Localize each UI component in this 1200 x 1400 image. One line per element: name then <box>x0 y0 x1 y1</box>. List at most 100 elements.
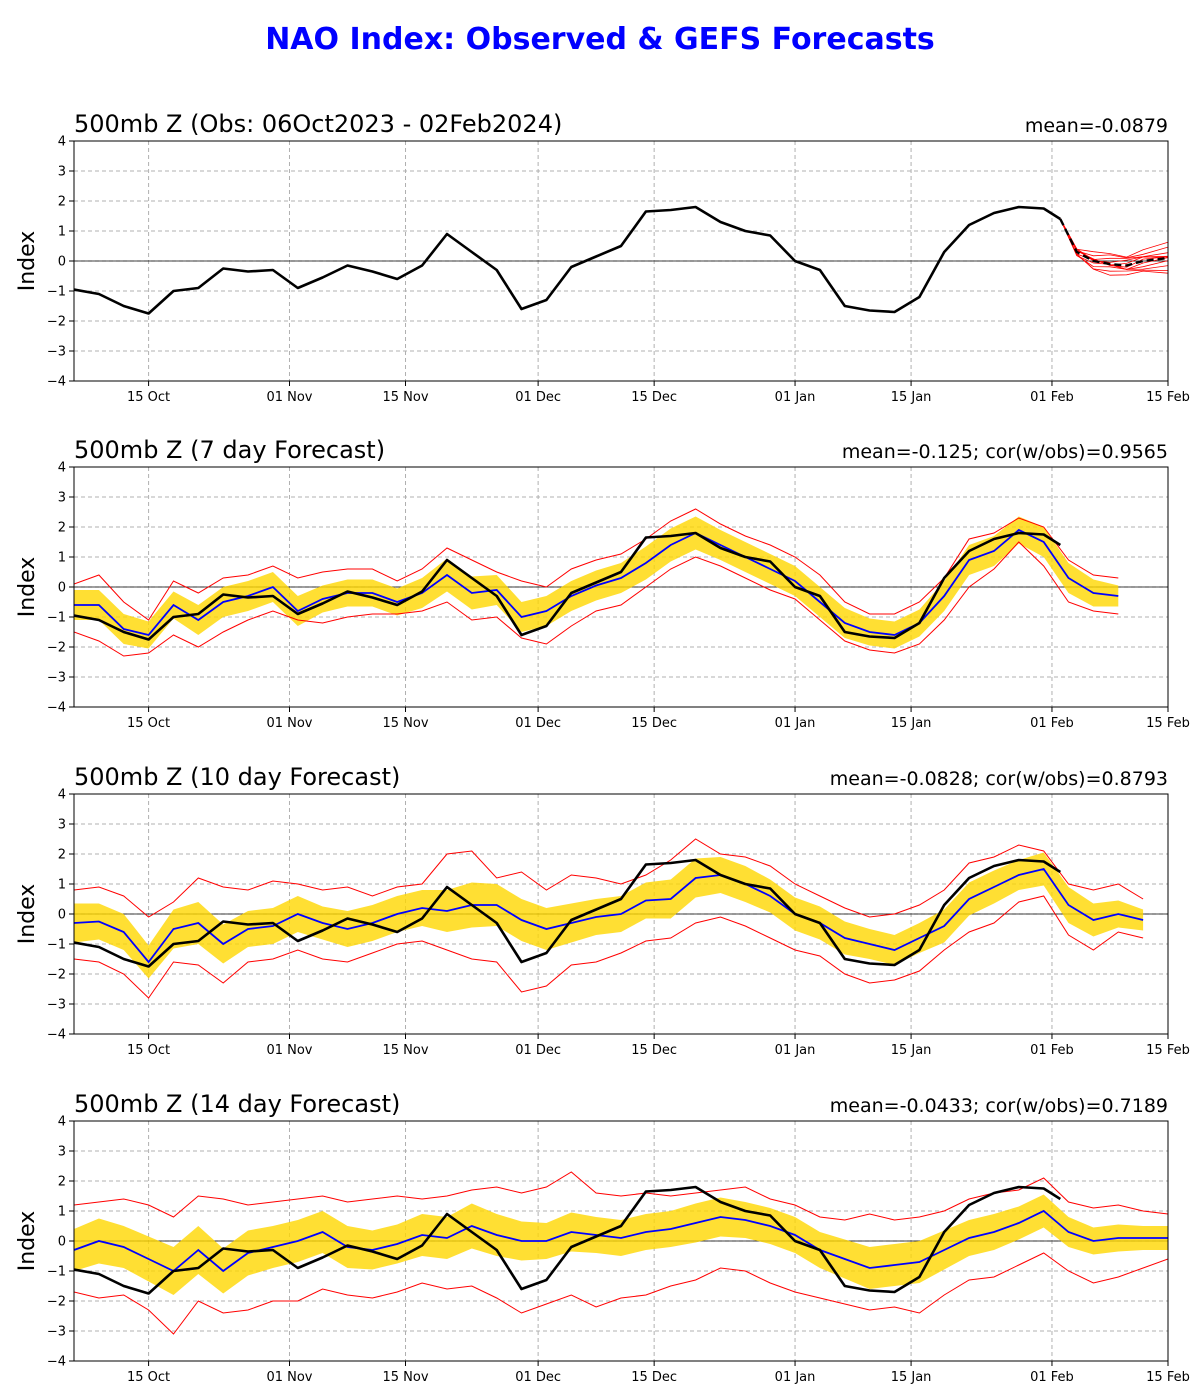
panel-title: 500mb Z (14 day Forecast) <box>74 1090 400 1118</box>
ensemble-mean-line <box>74 867 1144 964</box>
observed-line <box>74 858 1061 968</box>
y-tick-label: −4 <box>47 1028 66 1043</box>
panel-title: 500mb Z (7 day Forecast) <box>74 436 385 464</box>
member-upper-line <box>74 1171 1168 1221</box>
panel-stat: mean=-0.0879 <box>1025 115 1168 137</box>
forecast-mean-line <box>1059 218 1168 267</box>
y-tick-label: 1 <box>58 551 66 566</box>
y-axis-label: Index <box>15 557 40 618</box>
y-tick-label: 4 <box>58 1115 66 1130</box>
y-tick-label: 3 <box>58 491 66 506</box>
y-tick-label: 1 <box>58 878 66 893</box>
y-tick-label: −1 <box>47 1265 66 1280</box>
panel-stat: mean=-0.0828; cor(w/obs)=0.8793 <box>830 768 1168 790</box>
chart-panel-2: −4 −3 −2 −1 0 1 2 3 4 15 Oct 01 Nov 15 Nov 01 Dec 15 … <box>15 436 1190 731</box>
panel-stat: mean=-0.125; cor(w/obs)=0.9565 <box>842 441 1168 463</box>
y-axis-label: Index <box>15 1211 40 1272</box>
x-tick-label: 01 Dec <box>515 1370 561 1385</box>
y-tick-label: 4 <box>58 461 66 476</box>
x-tick-label: 01 Dec <box>515 1043 561 1058</box>
x-tick-label: 01 Feb <box>1030 1370 1074 1385</box>
x-tick-label: 01 Jan <box>775 1370 816 1385</box>
y-tick-label: 1 <box>58 225 66 240</box>
y-tick-label: 3 <box>58 1145 66 1160</box>
member-lower-line <box>74 1252 1168 1335</box>
x-tick-label: 01 Feb <box>1030 716 1074 731</box>
x-tick-label: 15 Dec <box>631 390 677 405</box>
observed-line <box>74 531 1061 641</box>
y-tick-label: −4 <box>47 375 66 390</box>
y-tick-label: −2 <box>47 968 66 983</box>
y-axis-label: Index <box>15 884 40 945</box>
y-tick-label: 2 <box>58 195 66 210</box>
y-tick-label: −4 <box>47 701 66 716</box>
data-layer <box>74 1171 1168 1335</box>
x-tick-label: 15 Feb <box>1146 1043 1190 1058</box>
x-tick-label: 15 Dec <box>631 1043 677 1058</box>
chart-panel-4: −4 −3 −2 −1 0 1 2 3 4 15 Oct 01 Nov 15 Nov 01 Dec 15 … <box>15 1090 1190 1385</box>
x-tick-label: 15 Oct <box>127 390 170 405</box>
x-tick-label: 01 Jan <box>775 716 816 731</box>
x-tick-label: 01 Dec <box>515 716 561 731</box>
y-tick-label: 4 <box>58 135 66 150</box>
x-tick-label: 15 Dec <box>631 1370 677 1385</box>
x-tick-label: 15 Nov <box>382 1043 428 1058</box>
y-tick-label: −1 <box>47 285 66 300</box>
y-tick-label: −2 <box>47 315 66 330</box>
y-tick-label: −1 <box>47 611 66 626</box>
y-tick-label: 0 <box>58 581 66 596</box>
x-tick-label: 15 Oct <box>127 716 170 731</box>
y-tick-label: −2 <box>47 641 66 656</box>
x-tick-label: 15 Jan <box>891 1370 932 1385</box>
member-lower-line <box>74 895 1144 999</box>
x-tick-label: 15 Oct <box>127 1370 170 1385</box>
x-tick-label: 15 Dec <box>631 716 677 731</box>
y-tick-label: 3 <box>58 165 66 180</box>
x-tick-label: 01 Nov <box>266 716 312 731</box>
x-tick-label: 01 Dec <box>515 390 561 405</box>
member-upper-line <box>74 838 1144 918</box>
y-tick-label: 2 <box>58 521 66 536</box>
y-tick-label: 4 <box>58 788 66 803</box>
x-tick-label: 15 Jan <box>891 390 932 405</box>
y-tick-label: 2 <box>58 1175 66 1190</box>
chart-panel-1: −4 −3 −2 −1 0 1 2 3 4 15 Oct 01 Nov 15 Nov 01 Dec 15 … <box>15 110 1190 405</box>
member-lower-line <box>74 541 1119 657</box>
y-tick-label: −3 <box>47 345 66 360</box>
x-tick-label: 15 Feb <box>1146 716 1190 731</box>
x-tick-label: 01 Jan <box>775 1043 816 1058</box>
y-tick-label: −2 <box>47 1295 66 1310</box>
y-tick-label: −3 <box>47 1325 66 1340</box>
x-tick-label: 01 Feb <box>1030 390 1074 405</box>
x-tick-label: 01 Nov <box>266 1043 312 1058</box>
x-tick-label: 15 Feb <box>1146 1370 1190 1385</box>
y-tick-label: 0 <box>58 1235 66 1250</box>
x-tick-label: 15 Oct <box>127 1043 170 1058</box>
x-tick-label: 01 Nov <box>266 390 312 405</box>
panel-stat: mean=-0.0433; cor(w/obs)=0.7189 <box>830 1095 1168 1117</box>
x-tick-label: 15 Nov <box>382 716 428 731</box>
panel-title: 500mb Z (10 day Forecast) <box>74 763 400 791</box>
x-tick-label: 15 Jan <box>891 1043 932 1058</box>
x-tick-label: 01 Jan <box>775 390 816 405</box>
y-tick-label: 2 <box>58 848 66 863</box>
x-tick-label: 15 Nov <box>382 1370 428 1385</box>
forecast-member-line <box>1059 218 1168 258</box>
observed-line <box>74 205 1061 315</box>
y-tick-label: −4 <box>47 1355 66 1370</box>
data-layer <box>74 838 1144 999</box>
panel-title: 500mb Z (Obs: 06Oct2023 - 02Feb2024) <box>74 110 562 138</box>
y-tick-label: 3 <box>58 818 66 833</box>
x-tick-label: 01 Feb <box>1030 1043 1074 1058</box>
chart-panel-3: −4 −3 −2 −1 0 1 2 3 4 15 Oct 01 Nov 15 Nov 01 Dec 15 … <box>15 763 1190 1058</box>
x-tick-label: 15 Feb <box>1146 390 1190 405</box>
data-layer <box>74 508 1119 657</box>
y-tick-label: 0 <box>58 255 66 270</box>
y-tick-label: −3 <box>47 671 66 686</box>
y-axis-label: Index <box>15 231 40 292</box>
x-tick-label: 15 Nov <box>382 390 428 405</box>
observed-line <box>74 1185 1061 1295</box>
y-tick-label: 0 <box>58 908 66 923</box>
